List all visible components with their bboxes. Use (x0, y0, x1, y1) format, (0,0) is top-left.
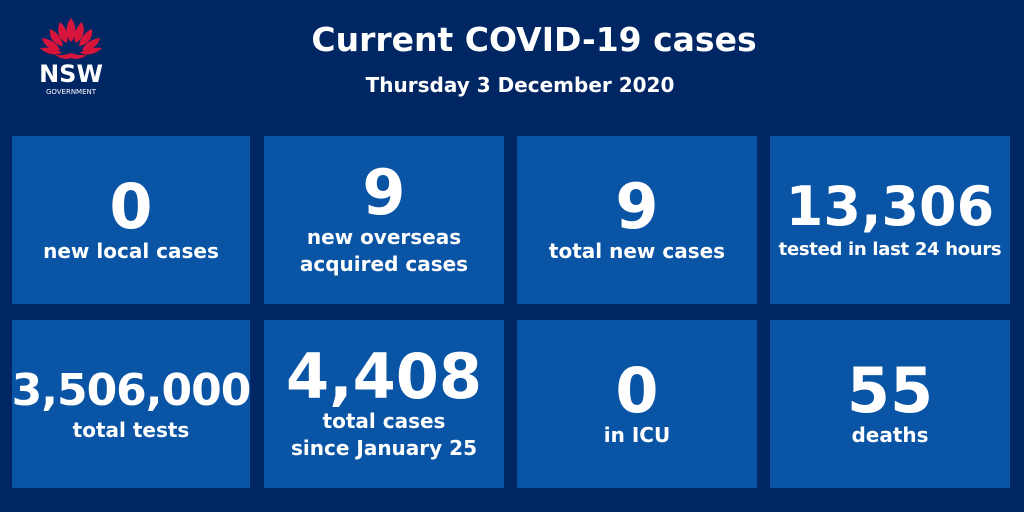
stat-value: 3,506,000 (11, 364, 252, 416)
stat-tile-in-icu: 0 in ICU (517, 320, 757, 488)
stat-label: total cases since January 25 (291, 409, 477, 460)
stat-label: tested in last 24 hours (778, 238, 1002, 260)
stat-label: in ICU (603, 422, 671, 447)
stat-tile-total-new-cases: 9 total new cases (517, 136, 757, 304)
stat-label: new local cases (43, 238, 219, 263)
stat-value: 9 (362, 156, 406, 229)
stat-value: 13,306 (785, 174, 995, 238)
logo-wordmark: NSW (39, 60, 103, 88)
stat-tile-new-local-cases: 0 new local cases (12, 136, 250, 304)
stat-tile-new-overseas-cases: 9 new overseas acquired cases (264, 136, 504, 304)
stat-value: 0 (109, 169, 153, 243)
stat-value: 9 (615, 169, 659, 243)
waratah-icon (40, 18, 102, 59)
stat-label: total tests (72, 417, 190, 442)
stat-label: deaths (851, 422, 929, 447)
stat-value: 55 (846, 353, 934, 427)
logo-subtext: GOVERNMENT (45, 88, 97, 96)
stat-tile-deaths: 55 deaths (770, 320, 1010, 488)
nsw-government-logo: NSW GOVERNMENT (32, 14, 110, 104)
stat-tile-total-tests: 3,506,000 total tests (11, 320, 252, 488)
stat-label: total new cases (548, 238, 726, 263)
page-date: Thursday 3 December 2020 (365, 73, 675, 97)
stat-value: 0 (615, 353, 659, 427)
stat-tile-total-cases: 4,408 total cases since January 25 (264, 320, 504, 488)
stat-label: new overseas acquired cases (299, 225, 469, 276)
stat-tile-tested-24h: 13,306 tested in last 24 hours (770, 136, 1010, 304)
stat-value: 4,408 (285, 340, 483, 413)
page-title: Current COVID-19 cases (311, 20, 757, 59)
